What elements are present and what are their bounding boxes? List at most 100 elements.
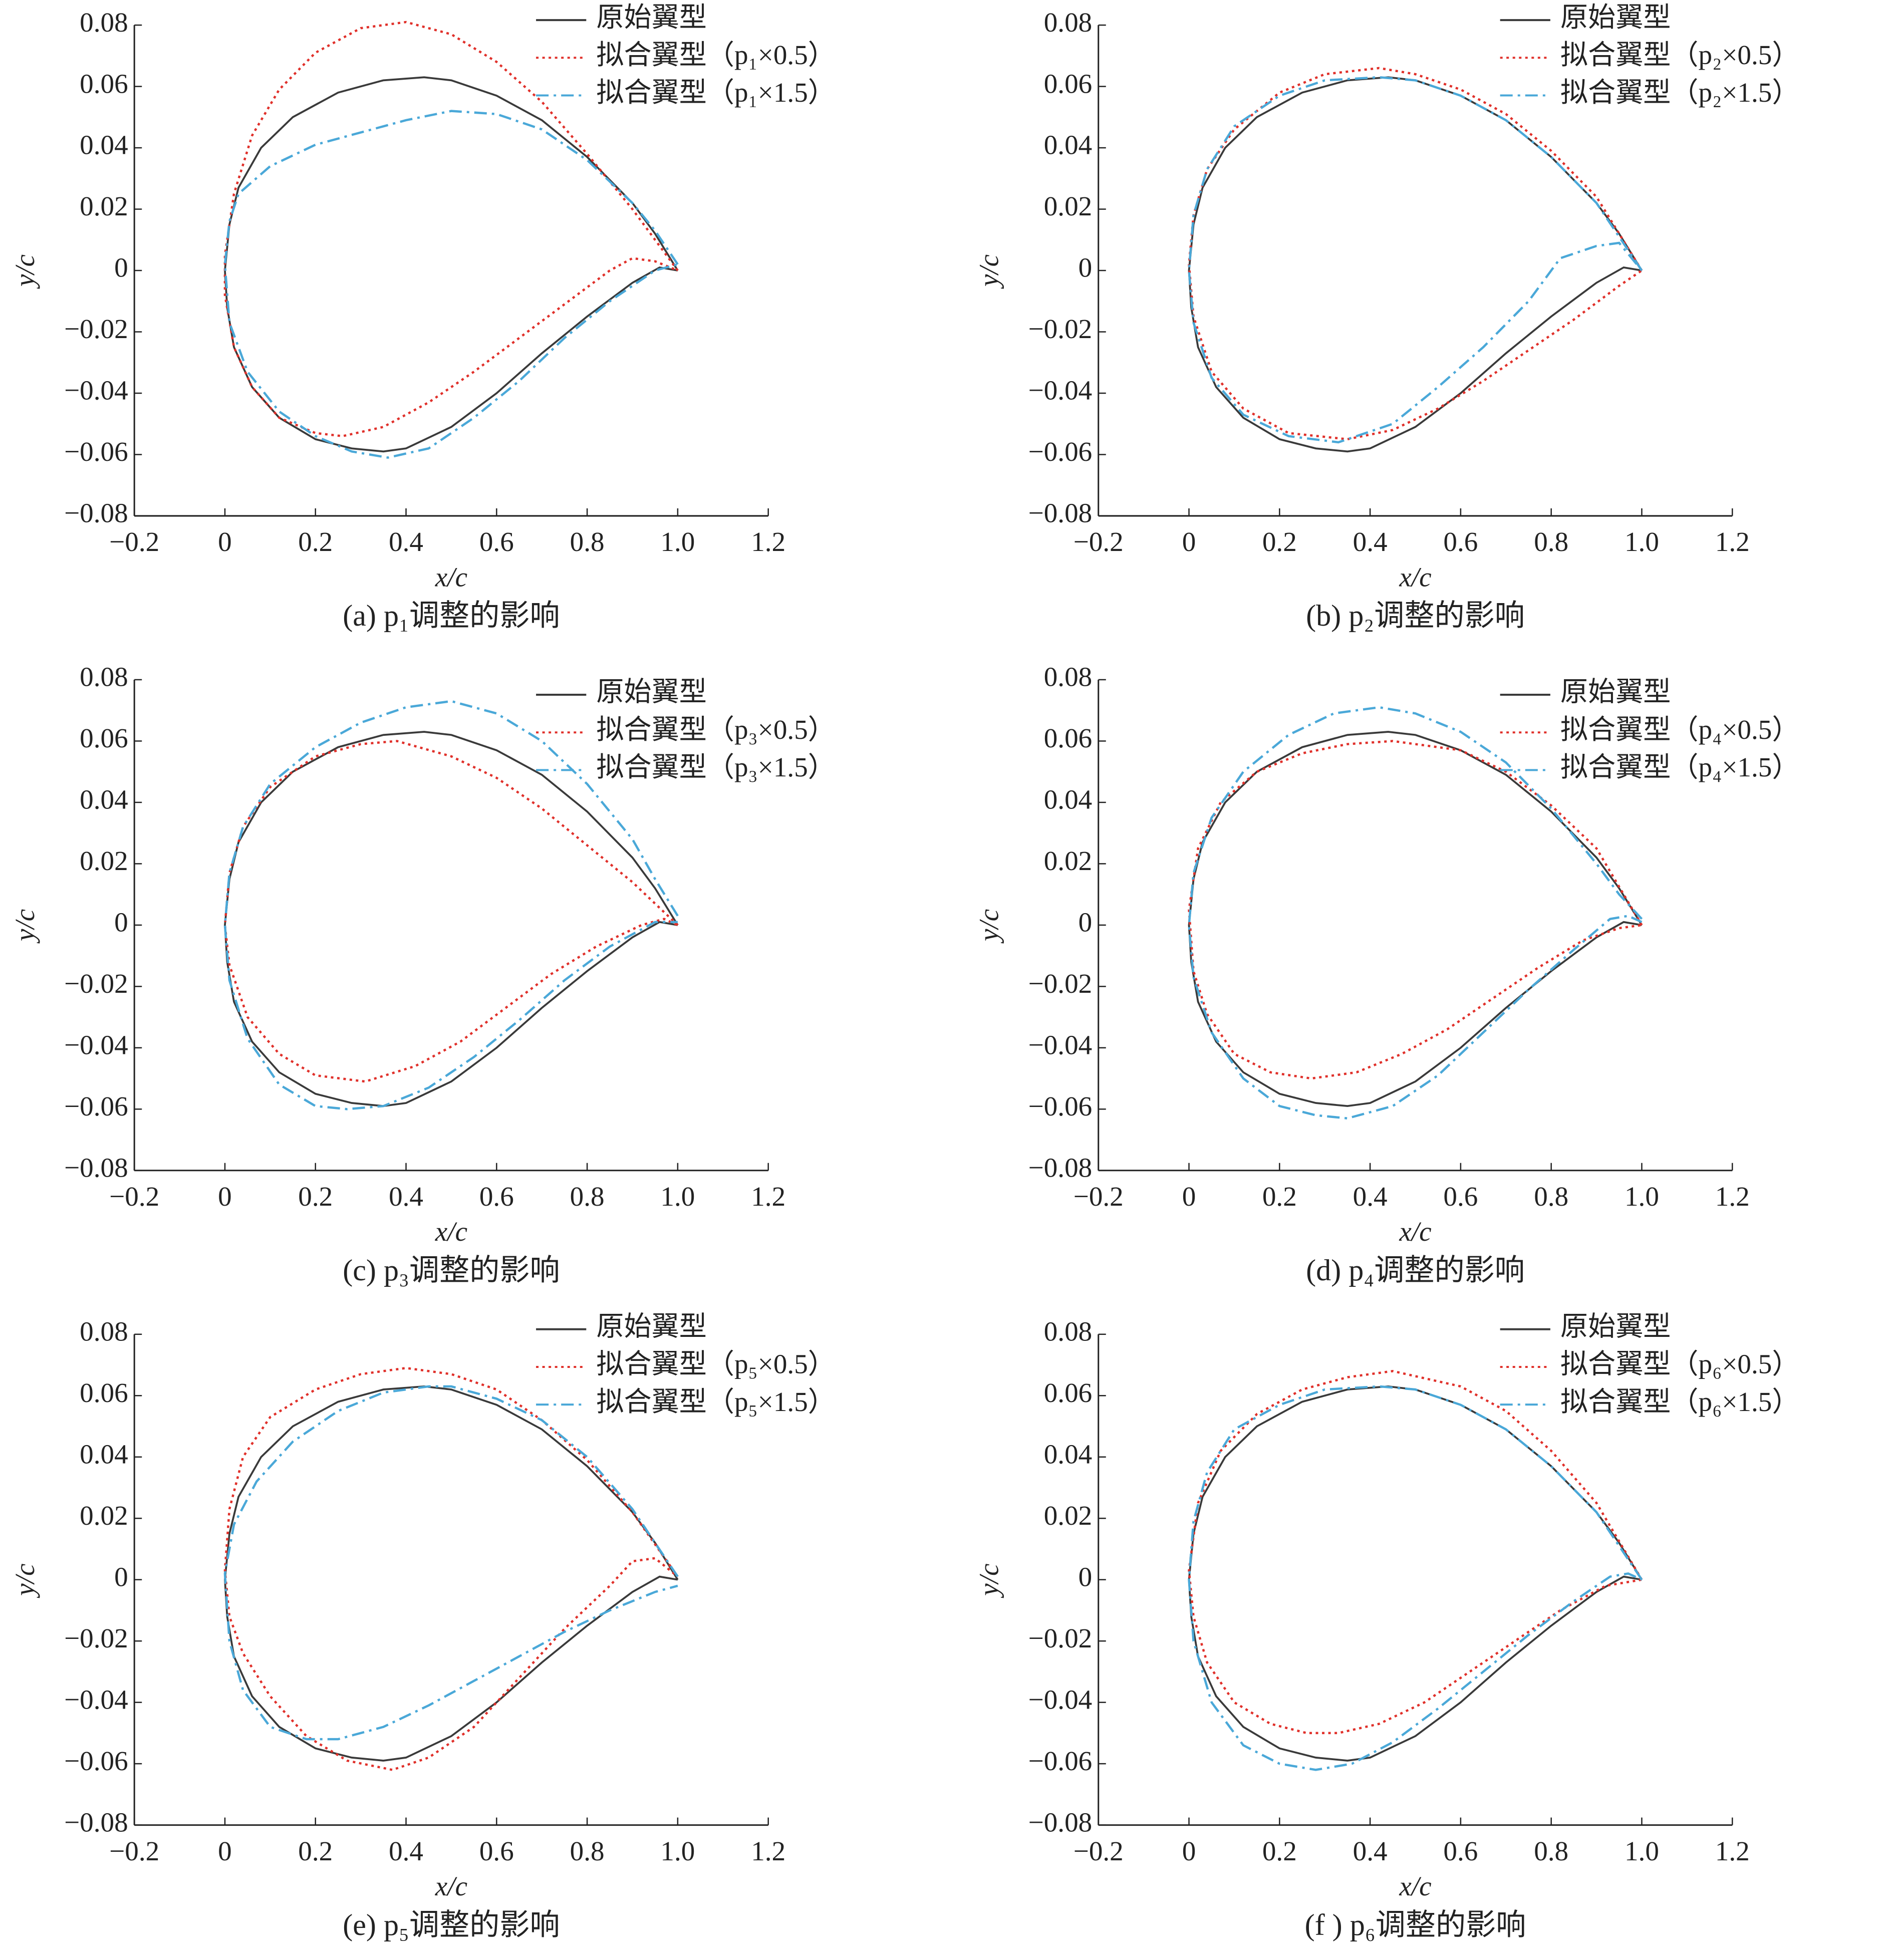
airfoil-line bbox=[1188, 740, 1643, 1080]
y-tick-label: 0.06 bbox=[80, 723, 128, 753]
y-tick-label: −0.06 bbox=[64, 1091, 128, 1122]
x-tick-label: 0.2 bbox=[298, 526, 333, 557]
y-tick-label: −0.02 bbox=[1028, 314, 1093, 344]
subplot: −0.08 −0.06 −0.04 −0.02 0 0.02 0.04 0.06 0.08 −0.… bbox=[10, 1311, 836, 1941]
y-axis-label: y/c bbox=[10, 254, 40, 289]
y-tick-label: 0 bbox=[114, 907, 128, 938]
subplot: −0.08 −0.06 −0.04 −0.02 0 0.02 0.04 0.06 0.08 −0.… bbox=[973, 662, 1799, 1287]
y-tick-label: 0.06 bbox=[1044, 1377, 1092, 1408]
x-tick-label: −0.2 bbox=[109, 526, 159, 557]
x-tick-label: 0.2 bbox=[1262, 1836, 1297, 1866]
airfoil-line bbox=[223, 21, 679, 437]
legend-label: 拟合翼型（p₅×1.5） bbox=[596, 1386, 836, 1417]
x-tick-label: 1.0 bbox=[660, 526, 695, 557]
x-tick-label: 0.2 bbox=[298, 1181, 333, 1212]
x-tick-label: −0.2 bbox=[109, 1181, 159, 1212]
y-tick-label: −0.02 bbox=[1028, 1623, 1093, 1653]
y-tick-label: 0.08 bbox=[80, 662, 128, 692]
legend-label: 拟合翼型（p₂×1.5） bbox=[1560, 77, 1800, 108]
y-tick-label: 0.02 bbox=[1044, 846, 1092, 876]
legend-label: 拟合翼型（p₆×0.5） bbox=[1560, 1349, 1800, 1379]
y-tick-label: 0.02 bbox=[80, 846, 128, 876]
airfoil-line bbox=[1188, 1369, 1643, 1735]
x-tick-label: 0.2 bbox=[298, 1836, 333, 1866]
legend-label: 拟合翼型（p₅×0.5） bbox=[596, 1349, 836, 1379]
x-tick-label: 0 bbox=[1182, 1836, 1196, 1866]
x-tick-label: 0.4 bbox=[389, 1836, 423, 1866]
y-tick-label: 0 bbox=[1079, 1561, 1093, 1592]
x-tick-label: 1.2 bbox=[751, 1181, 785, 1212]
x-axis-label: x/c bbox=[1399, 1871, 1431, 1901]
y-tick-label: −0.08 bbox=[64, 498, 128, 528]
x-tick-label: 0 bbox=[218, 1181, 232, 1212]
legend-label: 拟合翼型（p₄×0.5） bbox=[1560, 714, 1800, 745]
airfoil-line bbox=[224, 76, 679, 453]
legend-label: 原始翼型 bbox=[596, 1311, 707, 1341]
caption: (d) p₄调整的影响 bbox=[1306, 1254, 1525, 1287]
x-tick-label: 0.4 bbox=[1353, 1181, 1388, 1212]
y-tick-label: 0.06 bbox=[1044, 723, 1092, 753]
x-tick-label: 0.8 bbox=[1534, 1181, 1568, 1212]
y-tick-label: −0.02 bbox=[64, 314, 128, 344]
y-tick-label: −0.06 bbox=[1028, 1091, 1093, 1122]
legend-label: 拟合翼型（p₁×0.5） bbox=[596, 40, 836, 70]
subplot: −0.08 −0.06 −0.04 −0.02 0 0.02 0.04 0.06 0.08 −0.… bbox=[973, 2, 1799, 633]
y-tick-label: 0.04 bbox=[80, 784, 128, 815]
y-tick-label: 0.08 bbox=[80, 7, 128, 38]
x-tick-label: 0.4 bbox=[389, 526, 423, 557]
legend-label: 拟合翼型（p₃×0.5） bbox=[596, 714, 836, 745]
legend-label: 拟合翼型（p₂×0.5） bbox=[1560, 40, 1800, 70]
x-tick-label: 0.8 bbox=[570, 1836, 605, 1866]
x-tick-label: 0.4 bbox=[1353, 526, 1388, 557]
y-tick-label: −0.08 bbox=[64, 1807, 128, 1837]
caption: (b) p₂调整的影响 bbox=[1306, 599, 1525, 633]
y-axis-label: y/c bbox=[10, 909, 40, 944]
x-tick-label: 0.8 bbox=[570, 1181, 605, 1212]
y-tick-label: 0 bbox=[114, 1561, 128, 1592]
y-tick-label: 0.08 bbox=[1044, 7, 1092, 38]
airfoil-line bbox=[223, 1385, 679, 1741]
y-tick-label: 0 bbox=[114, 252, 128, 283]
x-tick-label: −0.2 bbox=[1073, 1836, 1124, 1866]
airfoil-line bbox=[223, 110, 679, 459]
y-tick-label: −0.04 bbox=[64, 375, 128, 406]
y-tick-label: −0.02 bbox=[1028, 968, 1093, 999]
legend-label: 拟合翼型（p₃×1.5） bbox=[596, 752, 836, 782]
y-tick-label: −0.06 bbox=[64, 436, 128, 467]
y-tick-label: 0.02 bbox=[1044, 1500, 1092, 1531]
airfoil-line bbox=[224, 731, 679, 1107]
y-tick-label: 0.08 bbox=[1044, 662, 1092, 692]
airfoil-line bbox=[1188, 67, 1643, 441]
x-tick-label: 1.0 bbox=[1625, 526, 1659, 557]
legend-label: 原始翼型 bbox=[1560, 2, 1671, 33]
y-tick-label: −0.08 bbox=[1028, 498, 1093, 528]
x-tick-label: 0.8 bbox=[1534, 526, 1568, 557]
subplot: −0.08 −0.06 −0.04 −0.02 0 0.02 0.04 0.06 0.08 −0.… bbox=[10, 662, 836, 1287]
x-tick-label: 0.6 bbox=[479, 526, 514, 557]
y-tick-label: 0.04 bbox=[1044, 784, 1092, 815]
y-axis-label: y/c bbox=[973, 909, 1004, 944]
y-tick-label: 0.08 bbox=[1044, 1316, 1092, 1346]
x-tick-label: 1.0 bbox=[1625, 1836, 1659, 1866]
y-tick-label: −0.06 bbox=[1028, 1746, 1093, 1776]
subplot: −0.08 −0.06 −0.04 −0.02 0 0.02 0.04 0.06 0.08 −0.… bbox=[10, 2, 836, 633]
legend-label: 原始翼型 bbox=[596, 677, 707, 707]
airfoil-line bbox=[1188, 1385, 1643, 1771]
caption: (c) p₃调整的影响 bbox=[343, 1254, 560, 1287]
y-axis-label: y/c bbox=[973, 1564, 1004, 1598]
legend-label: 原始翼型 bbox=[1560, 677, 1671, 707]
x-axis-label: x/c bbox=[1399, 562, 1431, 592]
y-tick-label: −0.06 bbox=[64, 1746, 128, 1776]
legend-label: 拟合翼型（p₄×1.5） bbox=[1560, 752, 1800, 782]
x-axis-label: x/c bbox=[1399, 1216, 1431, 1247]
x-tick-label: 1.2 bbox=[1715, 526, 1750, 557]
airfoil-line bbox=[1188, 76, 1643, 453]
y-tick-label: 0.06 bbox=[1044, 68, 1092, 99]
x-tick-label: 0.4 bbox=[1353, 1836, 1388, 1866]
y-tick-label: −0.04 bbox=[64, 1684, 128, 1715]
x-tick-label: 0.6 bbox=[479, 1181, 514, 1212]
x-tick-label: −0.2 bbox=[1073, 1181, 1124, 1212]
legend-label: 拟合翼型（p₆×1.5） bbox=[1560, 1386, 1800, 1417]
y-tick-label: −0.08 bbox=[1028, 1807, 1093, 1837]
